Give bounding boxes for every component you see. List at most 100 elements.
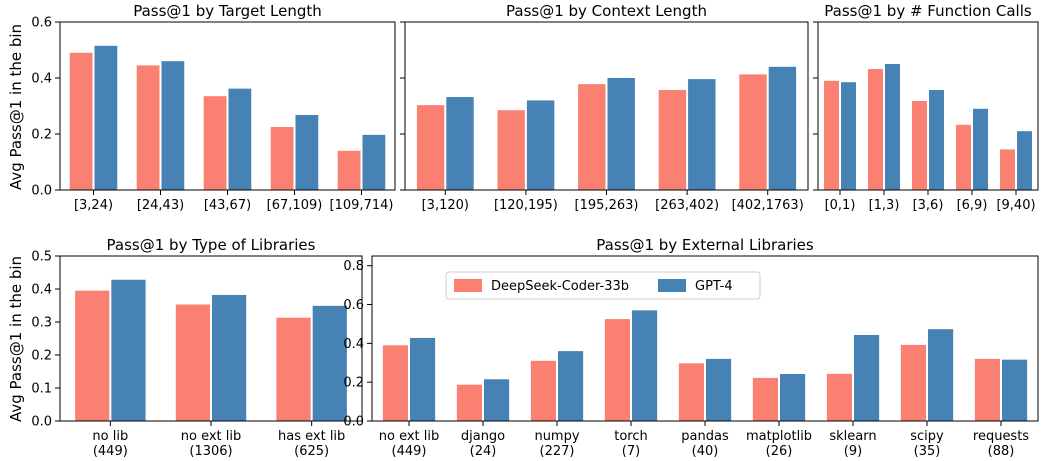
chart-title-2: Pass@1 by # Function Calls — [824, 2, 1032, 20]
bar-gpt4-1 — [161, 61, 185, 191]
y-axis-label-bottom: Avg Pass@1 in the bin — [7, 256, 25, 422]
x-tick-label: [120,195) — [494, 198, 558, 213]
bar-gpt4-4 — [768, 66, 797, 190]
bar-gpt4-1 — [484, 379, 510, 421]
x-tick-label: [43,67) — [204, 198, 251, 213]
chart-title-0: Pass@1 by Target Length — [133, 2, 322, 20]
x-tick-label: [6,9) — [957, 198, 988, 213]
x-tick-label: pandas — [681, 429, 729, 444]
x-tick-count: (88) — [988, 444, 1015, 459]
x-tick-count: (449) — [93, 444, 128, 459]
bar-gpt4-0 — [111, 279, 146, 421]
bar-gpt4-3 — [973, 108, 988, 190]
bar-gpt4-3 — [688, 79, 716, 190]
chart-title-1: Pass@1 by Context Length — [506, 2, 707, 20]
y-tick-label: 0.0 — [31, 415, 52, 430]
bar-deepseek-2 — [578, 84, 606, 190]
bar-gpt4-1 — [526, 100, 555, 190]
x-tick-label: no ext lib — [379, 429, 440, 444]
x-tick-label: no ext lib — [181, 429, 242, 444]
bar-deepseek-3 — [658, 90, 687, 190]
x-tick-count: (35) — [914, 444, 941, 459]
bar-deepseek-1 — [456, 384, 482, 421]
chart-panel-0: Pass@1 by Target Length 0.0 0.2 0.4 0.6 [3,24… — [31, 2, 396, 213]
bar-gpt4-5 — [780, 374, 806, 421]
bar-deepseek-1 — [175, 304, 210, 421]
bar-gpt4-1 — [212, 294, 247, 421]
x-tick-label: scipy — [910, 429, 944, 444]
bar-gpt4-2 — [929, 90, 944, 190]
x-tick-label: requests — [973, 429, 1029, 444]
x-tick-label: torch — [614, 429, 648, 444]
bar-gpt4-6 — [854, 335, 880, 421]
bar-deepseek-3 — [604, 319, 630, 421]
x-tick-label: django — [461, 429, 505, 444]
bar-deepseek-0 — [416, 105, 445, 190]
bar-deepseek-4 — [678, 363, 704, 421]
plot-frame-0 — [59, 21, 396, 191]
x-tick-count: (449) — [392, 444, 427, 459]
bar-deepseek-4 — [1000, 149, 1015, 190]
x-tick-count: (1306) — [189, 444, 232, 459]
x-tick-count: (227) — [540, 444, 575, 459]
x-tick-label: [0,1) — [825, 198, 856, 213]
x-tick-label: [109,714) — [330, 198, 394, 213]
y-tick-label: 0.6 — [31, 16, 52, 31]
bar-deepseek-2 — [530, 360, 556, 421]
x-tick-label: no lib — [92, 429, 128, 444]
bar-deepseek-3 — [956, 124, 971, 190]
x-tick-label: [3,24) — [74, 198, 113, 213]
bar-deepseek-5 — [752, 377, 778, 421]
legend-label-deepseek: DeepSeek-Coder-33b — [491, 279, 629, 294]
bar-gpt4-8 — [1002, 359, 1028, 421]
bar-deepseek-4 — [739, 74, 767, 190]
x-tick-label: [3,120) — [422, 198, 469, 213]
x-tick-label: [1,3) — [869, 198, 900, 213]
chart-panel-1: Pass@1 by Context Length [3,120) [120,195)… — [400, 2, 809, 213]
bar-deepseek-0 — [824, 80, 839, 190]
y-tick-label: 0.8 — [343, 259, 364, 274]
x-tick-label: sklearn — [829, 429, 876, 444]
bar-gpt4-3 — [632, 310, 658, 421]
x-tick-label: matplotlib — [746, 429, 812, 444]
y-tick-label: 0.4 — [31, 72, 52, 87]
plot-frame-3 — [59, 255, 363, 422]
x-tick-label: [3,6) — [913, 198, 944, 213]
bar-deepseek-7 — [900, 344, 926, 421]
y-tick-label: 0.4 — [343, 337, 364, 352]
bar-gpt4-0 — [446, 97, 474, 190]
x-tick-label: [9,40) — [996, 198, 1035, 213]
x-tick-label: numpy — [534, 429, 579, 444]
legend: DeepSeek-Coder-33b GPT-4 — [445, 271, 761, 300]
plot-frame-1 — [404, 21, 809, 191]
bar-deepseek-3 — [270, 127, 294, 190]
y-tick-label: 0.1 — [31, 382, 52, 397]
bar-deepseek-2 — [203, 96, 227, 190]
bar-gpt4-2 — [607, 78, 635, 190]
bar-gpt4-4 — [362, 134, 386, 190]
plot-frame-4 — [371, 255, 1039, 422]
bar-gpt4-0 — [410, 337, 436, 421]
bar-deepseek-8 — [974, 358, 1000, 421]
bar-deepseek-0 — [69, 52, 93, 190]
x-tick-label: [195,263) — [575, 198, 639, 213]
bar-deepseek-1 — [497, 110, 525, 190]
bar-deepseek-2 — [912, 100, 927, 190]
bar-gpt4-4 — [706, 358, 732, 421]
bar-deepseek-1 — [868, 69, 883, 190]
bar-deepseek-0 — [382, 345, 408, 421]
y-tick-label: 0.2 — [31, 349, 52, 364]
chart-title-4: Pass@1 by External Libraries — [596, 236, 814, 254]
x-tick-label: [24,43) — [137, 198, 184, 213]
bar-deepseek-2 — [276, 317, 311, 421]
y-tick-label: 0.2 — [343, 376, 364, 391]
bar-gpt4-2 — [312, 305, 347, 421]
x-tick-count: (24) — [470, 444, 497, 459]
bar-deepseek-6 — [826, 373, 852, 421]
chart-panel-2: Pass@1 by # Function Calls [0,1) [1,3) [3,6… — [813, 2, 1039, 213]
x-tick-count: (7) — [622, 444, 640, 459]
x-tick-count: (9) — [844, 444, 862, 459]
y-tick-label: 0.3 — [31, 316, 52, 331]
bar-gpt4-0 — [94, 45, 118, 190]
legend-label-gpt4: GPT-4 — [695, 279, 733, 294]
